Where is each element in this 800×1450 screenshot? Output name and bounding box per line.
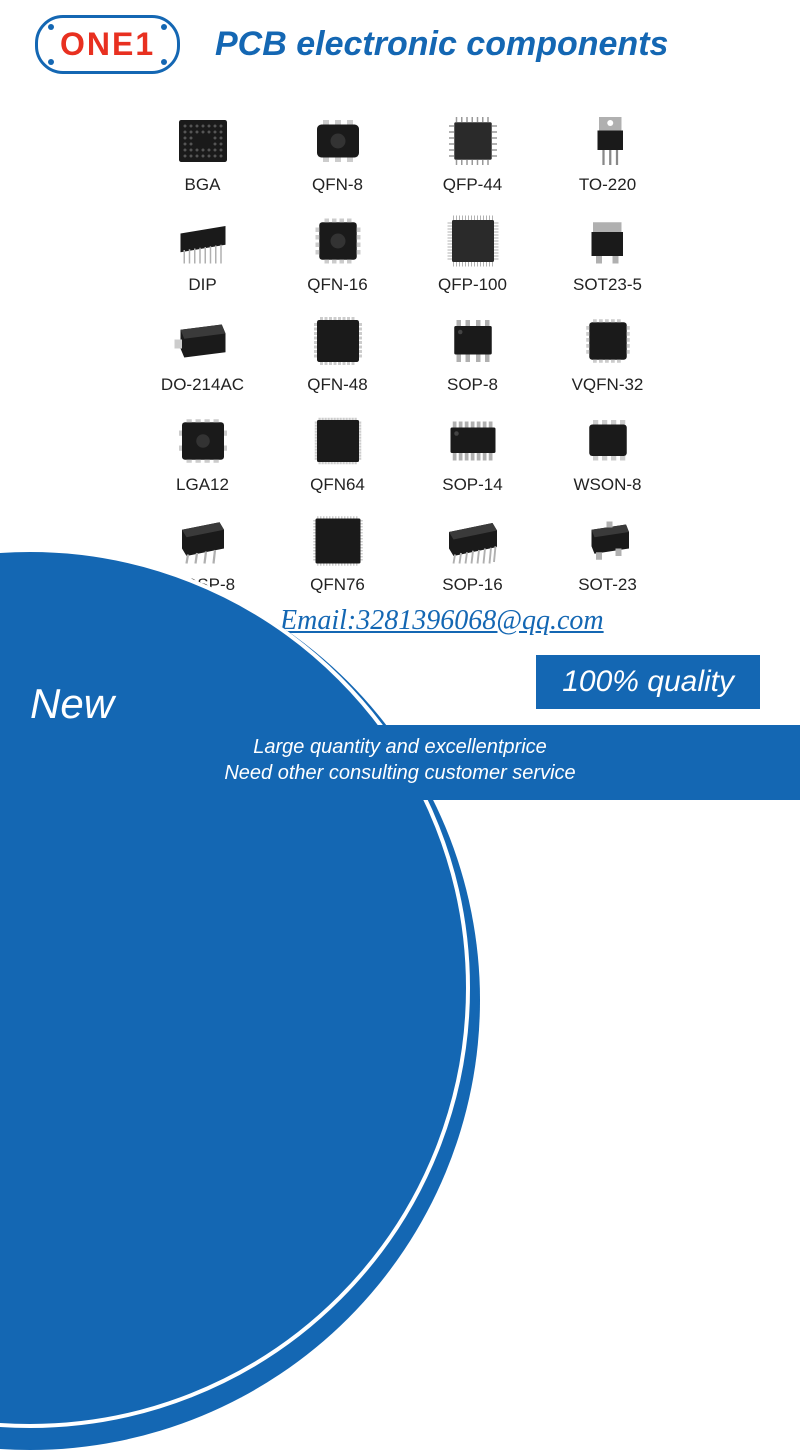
footer-line1: Large quantity and excellentprice — [0, 736, 800, 759]
chip-label: DIP — [188, 275, 216, 295]
qfn64-icon — [298, 411, 378, 471]
chip-label: QFN76 — [310, 575, 365, 595]
grid-cell: WSON-8 — [540, 395, 675, 495]
sot23-icon — [568, 511, 648, 571]
qfn8-icon — [298, 111, 378, 171]
chip-label: QFN-48 — [307, 375, 367, 395]
grid-cell: VQFN-32 — [540, 295, 675, 395]
sop14-icon — [433, 411, 513, 471]
grid-cell: QFN64 — [270, 395, 405, 495]
grid-cell: QFN76 — [270, 495, 405, 595]
chip-label: BGA — [185, 175, 221, 195]
grid-cell: SOP-14 — [405, 395, 540, 495]
lga12-icon — [163, 411, 243, 471]
grid-cell: QFN-48 — [270, 295, 405, 395]
wson8-icon — [568, 411, 648, 471]
component-grid: BGA QFN-8 QFP-44 TO-220 DIP QFN-16 — [135, 95, 675, 595]
footer-banner: Large quantity and excellentprice Need o… — [0, 725, 800, 800]
grid-cell: QFN-16 — [270, 195, 405, 295]
sop8-icon — [433, 311, 513, 371]
grid-cell: SOT-23 — [540, 495, 675, 595]
qfp100-icon — [433, 211, 513, 271]
chip-label: QFP-44 — [443, 175, 503, 195]
grid-cell: QFP-100 — [405, 195, 540, 295]
chip-label: VQFN-32 — [572, 375, 644, 395]
grid-cell: SOT23-5 — [540, 195, 675, 295]
new-text: New — [30, 680, 165, 728]
page-title: PCB electronic components — [215, 25, 668, 64]
qfp44-icon — [433, 111, 513, 171]
chip-label: DO-214AC — [161, 375, 244, 395]
grid-cell: SOP-8 — [405, 295, 540, 395]
grid-cell: QFN-8 — [270, 95, 405, 195]
to220-icon — [568, 111, 648, 171]
grid-cell: TO-220 — [540, 95, 675, 195]
chip-label: QFN-8 — [312, 175, 363, 195]
chip-label: WSON-8 — [574, 475, 642, 495]
grid-cell: LGA12 — [135, 395, 270, 495]
grid-cell: QFP-44 — [405, 95, 540, 195]
chip-label: SOP-14 — [442, 475, 502, 495]
sop16-icon — [433, 511, 513, 571]
qfn76-icon — [298, 511, 378, 571]
chip-label: TO-220 — [579, 175, 636, 195]
grid-cell: SOP-16 — [405, 495, 540, 595]
grid-cell: BGA — [135, 95, 270, 195]
sot235-icon — [568, 211, 648, 271]
brand-logo: ONE1 — [35, 15, 180, 74]
bga-icon — [163, 111, 243, 171]
mosp8-icon — [163, 511, 243, 571]
chip-label: SOP-16 — [442, 575, 502, 595]
chip-label: QFN64 — [310, 475, 365, 495]
qfn16-icon — [298, 211, 378, 271]
quality-badge: 100% quality — [536, 655, 760, 709]
chip-label: SOP-8 — [447, 375, 498, 395]
footer-line2: Need other consulting customer service — [0, 762, 800, 785]
chip-label: SOT23-5 — [573, 275, 642, 295]
dip-icon — [163, 211, 243, 271]
do214ac-icon — [163, 311, 243, 371]
logo-text: ONE1 — [60, 26, 155, 62]
qfn48-icon — [298, 311, 378, 371]
grid-cell: DO-214AC — [135, 295, 270, 395]
vqfn32-icon — [568, 311, 648, 371]
chip-label: QFP-100 — [438, 275, 507, 295]
chip-label: QFN-16 — [307, 275, 367, 295]
grid-cell: DIP — [135, 195, 270, 295]
chip-label: SOT-23 — [578, 575, 637, 595]
chip-label: LGA12 — [176, 475, 229, 495]
contact-email: Email:3281396068@qq.com — [280, 605, 604, 637]
